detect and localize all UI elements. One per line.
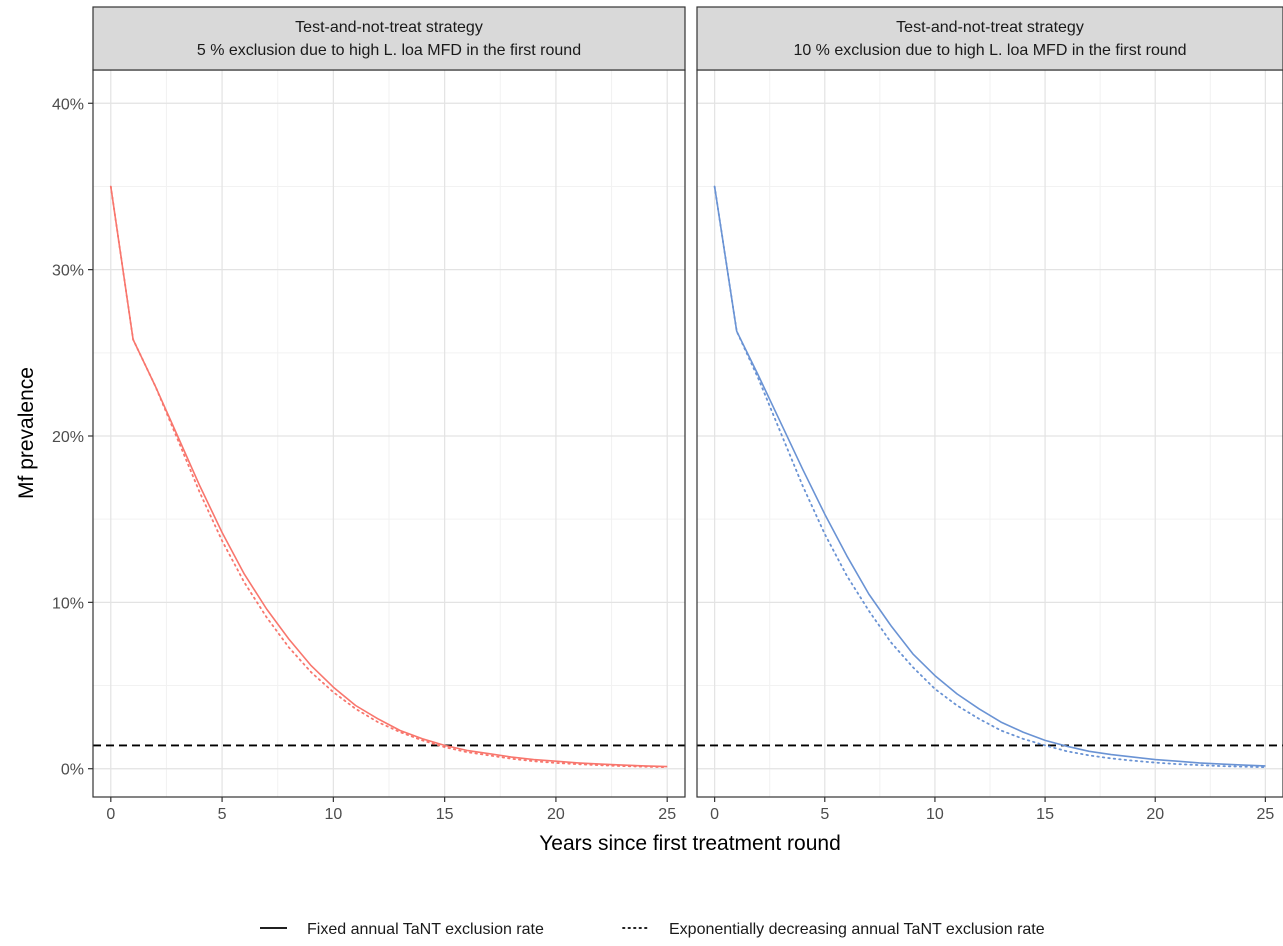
panel-1-series-solid xyxy=(110,186,668,768)
x-axis-title: Years since first treatment round xyxy=(539,832,841,855)
panel-2-x-tick-label-2: 10 xyxy=(926,806,944,823)
y-tick-label-0: 0% xyxy=(61,762,84,779)
panel-1-x-tick-label-5: 25 xyxy=(658,806,676,823)
panel-2-strip-title: Test-and-not-treat strategy xyxy=(896,19,1084,36)
panel-2-strip xyxy=(696,6,1283,71)
panel-1-series-dotted xyxy=(109,185,669,769)
panel-1-x-tick-label-0: 0 xyxy=(106,806,115,823)
panel-2-x-tick-label-0: 0 xyxy=(710,806,719,823)
panel-2-x-tick-label-5: 25 xyxy=(1256,806,1274,823)
panel-2-x-tick-label-3: 15 xyxy=(1036,806,1054,823)
panel-1-x-tick-label-4: 20 xyxy=(547,806,565,823)
panel-2-x-tick-label-4: 20 xyxy=(1146,806,1164,823)
panel-2-series-solid xyxy=(713,186,1266,767)
panel-1-strip xyxy=(92,6,686,71)
y-tick-label-4: 40% xyxy=(52,96,84,113)
panel-1-strip-title: Test-and-not-treat strategy xyxy=(295,19,483,36)
panel-1-strip-subtitle: 5 % exclusion due to high L. loa MFD in … xyxy=(197,42,581,59)
panel-1-x-tick-label-1: 5 xyxy=(218,806,227,823)
y-tick-label-2: 20% xyxy=(52,429,84,446)
y-tick-label-1: 10% xyxy=(52,595,84,612)
panel-2-series-dotted xyxy=(713,185,1267,769)
legend-label-dotted: Exponentially decreasing annual TaNT exc… xyxy=(669,921,1045,938)
y-axis-title: Mf prevalence xyxy=(15,367,38,499)
panel-1-x-tick-label-2: 10 xyxy=(324,806,342,823)
panel-2-strip-subtitle: 10 % exclusion due to high L. loa MFD in… xyxy=(793,42,1186,59)
y-tick-label-3: 30% xyxy=(52,263,84,280)
legend-label-solid: Fixed annual TaNT exclusion rate xyxy=(307,921,544,938)
panel-2-x-tick-label-1: 5 xyxy=(820,806,829,823)
panel-1-x-tick-label-3: 15 xyxy=(436,806,454,823)
